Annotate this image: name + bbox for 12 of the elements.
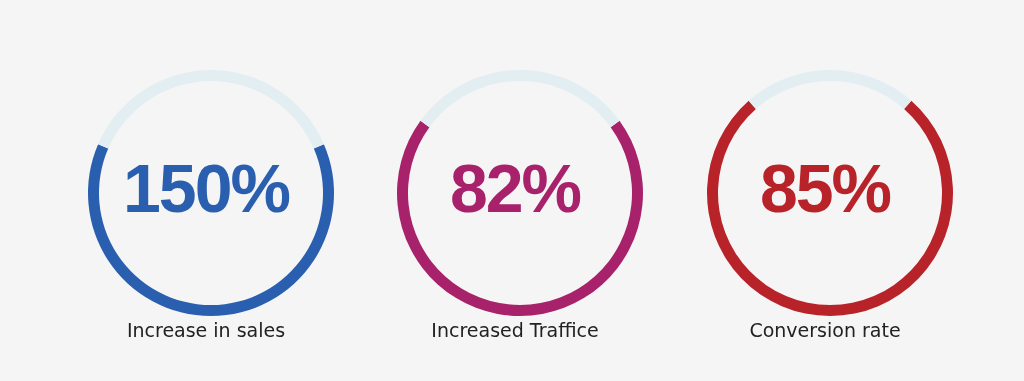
text: Conversion rate [748, 318, 902, 343]
donut-slice [707, 100, 953, 316]
text: Increase in sales [125, 318, 287, 343]
donut-slice [98, 70, 324, 149]
text: 82% [448, 149, 582, 228]
donut-slice [397, 120, 643, 316]
text: 85% [758, 149, 892, 228]
text: 150% [122, 149, 290, 228]
donut-slice [420, 70, 620, 128]
donut-slice [748, 70, 912, 109]
text: Increased Traffice [430, 318, 600, 343]
donut-slice [88, 144, 334, 316]
